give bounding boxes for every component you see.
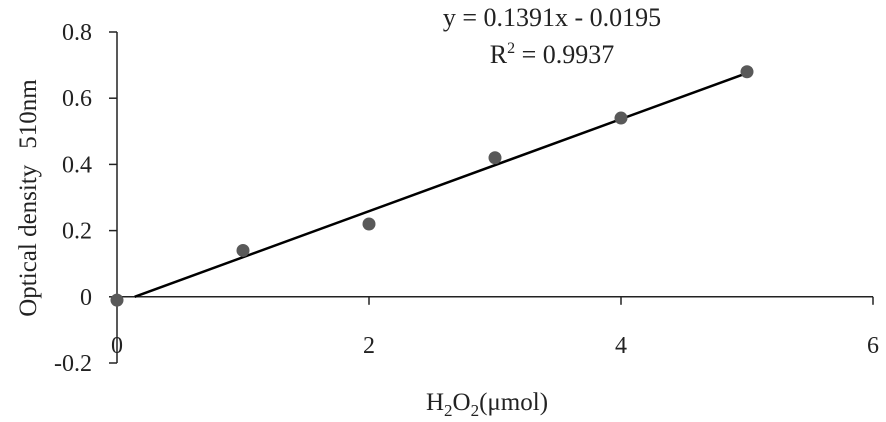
y-tick-label: 0.8 (62, 20, 92, 46)
y-tick-label: -0.2 (54, 351, 92, 377)
data-point (236, 243, 250, 257)
data-points (110, 65, 754, 307)
y-tick-label: 0.6 (62, 86, 92, 112)
data-point (362, 217, 376, 231)
y-tick-label: 0 (80, 285, 92, 311)
x-tick-group: 0246 (111, 296, 879, 359)
y-tick-label: 0.4 (62, 152, 92, 178)
data-point (614, 111, 628, 125)
x-tick-label: 4 (615, 333, 627, 359)
y-tick-label: 0.2 (62, 219, 92, 245)
r-squared-label: R2 = 0.9937 (490, 40, 615, 69)
data-point (740, 65, 754, 79)
trendline (134, 71, 748, 298)
y-axis-title: Optical density510nm (15, 79, 42, 317)
x-axis-title: H2O2(μmol) (426, 389, 548, 420)
trend-equation: y = 0.1391x - 0.0195 (443, 3, 661, 32)
y-tick-group: -0.2 0 0.2 0.4 0.6 0.8 (54, 20, 117, 377)
x-tick-label: 2 (363, 333, 375, 359)
data-point (110, 293, 124, 307)
x-tick-label: 6 (867, 333, 879, 359)
data-point (488, 151, 502, 165)
